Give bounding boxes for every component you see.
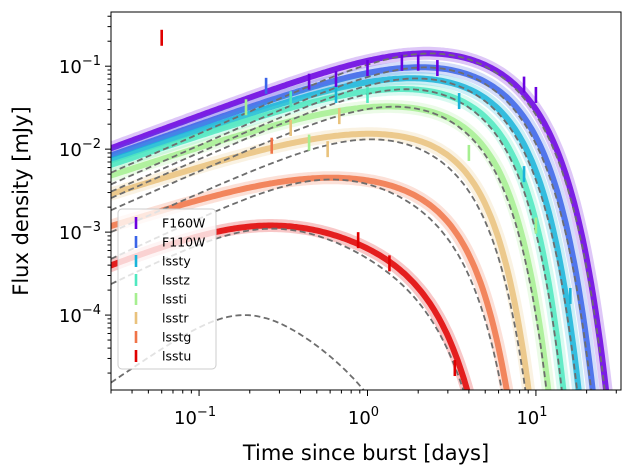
legend-label-lsstu: lsstu bbox=[162, 349, 191, 364]
x-tick-label: 10−1 bbox=[174, 405, 216, 429]
model-line-2 bbox=[111, 66, 593, 390]
legend-label-lsstz: lsstz bbox=[162, 273, 190, 288]
legend-label-lsstg: lsstg bbox=[162, 330, 191, 345]
model-band-lssti bbox=[111, 103, 552, 390]
y-axis-ticks: 10−4 10−3 10−2 10−1 bbox=[59, 15, 111, 374]
legend: F160W F110W lssty lsstz lssti lsstr lsstg lsstu bbox=[117, 208, 217, 370]
model-band-f160w bbox=[111, 50, 610, 390]
y-axis-label: Flux density [mJy] bbox=[9, 106, 33, 295]
y-tick-label: 10−2 bbox=[59, 137, 101, 161]
model-line-3 bbox=[111, 77, 578, 390]
legend-box bbox=[117, 208, 217, 370]
observations bbox=[160, 29, 572, 377]
x-tick-label: 100 bbox=[348, 405, 379, 429]
model-band-lsstg bbox=[111, 174, 510, 390]
model-band-f110w bbox=[111, 64, 596, 390]
model-line-8 bbox=[111, 227, 465, 390]
model-line-5 bbox=[111, 105, 548, 390]
model-band-lsstr bbox=[111, 130, 532, 390]
legend-label-lssty: lssty bbox=[162, 254, 191, 269]
legend-label-f110w: F110W bbox=[162, 235, 205, 250]
x-axis-label: Time since burst [days] bbox=[242, 441, 489, 465]
legend-label-lssti: lssti bbox=[162, 292, 187, 307]
y-tick-label: 10−1 bbox=[59, 54, 101, 78]
model-line-1 bbox=[111, 52, 606, 390]
y-tick-label: 10−3 bbox=[59, 220, 101, 244]
y-tick-label: 10−4 bbox=[59, 303, 101, 327]
legend-label-f160w: F160W bbox=[162, 216, 205, 231]
model-line-7 bbox=[111, 178, 503, 390]
legend-label-lsstr: lsstr bbox=[162, 311, 189, 326]
plot-frame bbox=[110, 11, 622, 391]
x-axis-ticks: 10−1 100 101 bbox=[110, 390, 617, 429]
x-tick-label: 101 bbox=[516, 405, 547, 429]
model-band-lssty bbox=[111, 75, 582, 390]
